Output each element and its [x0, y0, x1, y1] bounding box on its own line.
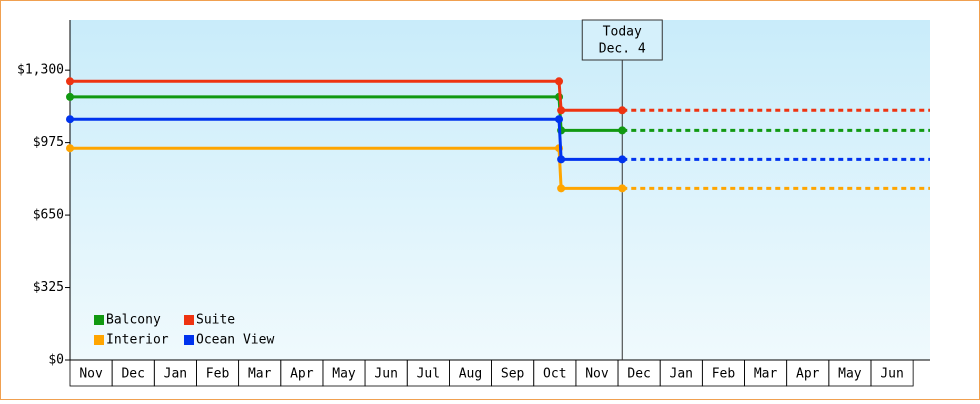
- x-tick-label: Nov: [79, 367, 103, 382]
- series-line: [70, 146, 623, 190]
- point: [618, 126, 627, 135]
- point: [618, 155, 627, 164]
- x-tick-label: Feb: [712, 367, 736, 382]
- point: [557, 155, 566, 164]
- x-tick-label: Jun: [880, 367, 903, 382]
- x-tick-label: Oct: [543, 367, 566, 382]
- legend-label: Balcony: [106, 313, 161, 328]
- legend-swatch: [94, 315, 104, 325]
- y-tick-label: $325: [33, 280, 64, 295]
- annotation-text: Dec. 4: [599, 42, 646, 57]
- point: [66, 77, 74, 86]
- point: [618, 184, 627, 193]
- plot-area: [70, 20, 930, 360]
- x-tick-label: Dec: [121, 367, 144, 382]
- x-tick-label: Jan: [670, 367, 693, 382]
- series-line: [70, 79, 623, 112]
- x-tick-label: May: [838, 367, 862, 382]
- series-line: [70, 117, 623, 161]
- point: [555, 77, 564, 86]
- x-tick-label: May: [332, 367, 356, 382]
- y-tick-label: $0: [48, 353, 64, 368]
- y-tick-label: $650: [33, 208, 64, 223]
- x-tick-label: Jan: [164, 367, 187, 382]
- point: [557, 184, 566, 193]
- x-tick-label: Apr: [796, 367, 820, 382]
- annotation-text: Today: [603, 25, 642, 40]
- y-tick-label: $975: [33, 135, 64, 150]
- x-tick-label: Dec: [627, 367, 650, 382]
- x-tick-label: Aug: [459, 367, 482, 382]
- x-tick-label: Mar: [754, 367, 778, 382]
- x-tick-label: Jul: [417, 367, 440, 382]
- today-box: [581, 19, 663, 61]
- point: [66, 92, 74, 101]
- point: [555, 115, 564, 124]
- point: [66, 115, 74, 124]
- x-tick-label: Jun: [374, 367, 397, 382]
- legend-swatch: [184, 315, 194, 325]
- point: [557, 106, 566, 115]
- point: [66, 144, 74, 153]
- legend-swatch: [94, 335, 104, 345]
- x-tick-label: Nov: [585, 367, 609, 382]
- x-tick-label: Mar: [248, 367, 272, 382]
- month-cell: [870, 359, 914, 387]
- x-tick-label: Feb: [206, 367, 230, 382]
- point: [618, 106, 627, 115]
- x-tick-label: Sep: [501, 367, 525, 382]
- legend-label: Ocean View: [196, 333, 274, 348]
- x-tick-label: Apr: [290, 367, 314, 382]
- legend-swatch: [184, 335, 194, 345]
- y-tick-label: $1,300: [17, 63, 64, 78]
- legend-label: Interior: [106, 333, 169, 348]
- legend-label: Suite: [196, 313, 235, 328]
